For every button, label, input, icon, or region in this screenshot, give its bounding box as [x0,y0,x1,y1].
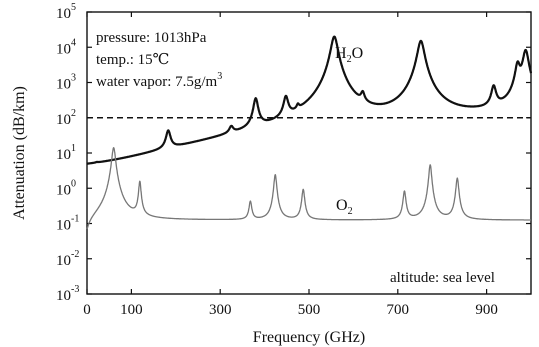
x-tick-label-300: 300 [209,302,232,318]
water-vapor-sup: 3 [217,71,222,82]
y-tick-label-0: 100 [56,178,76,198]
temp-annotation: temp.: 15℃ [96,52,169,68]
o2-label-base: O [336,197,348,214]
y-tick-label-base: 10 [56,6,71,22]
x-tick-label-500: 500 [298,302,321,318]
o2-label-sub: 2 [348,206,353,217]
y-tick-label-exp: -1 [71,214,79,225]
h2o-label-sub: 2 [347,54,352,65]
y-tick-label--1: 10-1 [56,214,79,234]
y-tick-label-3: 103 [56,73,76,93]
y-tick-label-base: 10 [56,77,71,93]
y-tick-label-exp: 4 [71,37,76,48]
y-axis-label: Attenuation (dB/km) [11,86,28,220]
o2-curve-label: O2 [336,197,353,217]
h2o-attenuation-curve [86,35,533,165]
y-tick-label-exp: 3 [71,73,76,84]
y-tick-label--2: 10-2 [56,249,79,269]
y-tick-label-exp: 0 [71,178,76,189]
y-tick-label-exp: 2 [71,108,76,119]
y-tick-label-exp: -2 [71,249,79,260]
x-tick-label-900: 900 [475,302,498,318]
h2o-label-rest: O [352,45,364,62]
y-tick-label-base: 10 [56,41,71,57]
y-tick-label-exp: 1 [71,143,76,154]
h2o-label-base: H [335,45,347,62]
water-vapor-annotation: water vapor: 7.5g/m3 [96,71,222,90]
altitude-annotation: altitude: sea level [390,270,495,286]
x-tick-label-700: 700 [387,302,410,318]
y-tick-label-5: 105 [56,2,76,22]
y-tick-label-2: 102 [56,108,76,128]
y-tick-label-1: 101 [56,143,76,163]
x-axis-label: Frequency (GHz) [253,329,365,346]
h2o-curve-label: H2O [335,45,363,65]
pressure-annotation: pressure: 1013hPa [96,30,207,46]
y-tick-label-4: 104 [56,37,76,57]
y-tick-label-base: 10 [56,253,71,269]
y-tick-label--3: 10-3 [56,284,79,304]
y-tick-label-base: 10 [56,288,71,304]
y-tick-label-exp: 5 [71,2,76,13]
water-vapor-base: water vapor: 7.5g/m [96,74,218,90]
x-tick-label-0: 0 [83,302,91,318]
y-tick-label-exp: -3 [71,284,79,295]
y-tick-label-base: 10 [56,147,71,163]
y-tick-label-base: 10 [56,112,71,128]
y-tick-label-base: 10 [56,182,71,198]
x-tick-label-100: 100 [120,302,143,318]
o2-attenuation-curve [86,147,532,229]
y-tick-label-base: 10 [56,218,71,234]
